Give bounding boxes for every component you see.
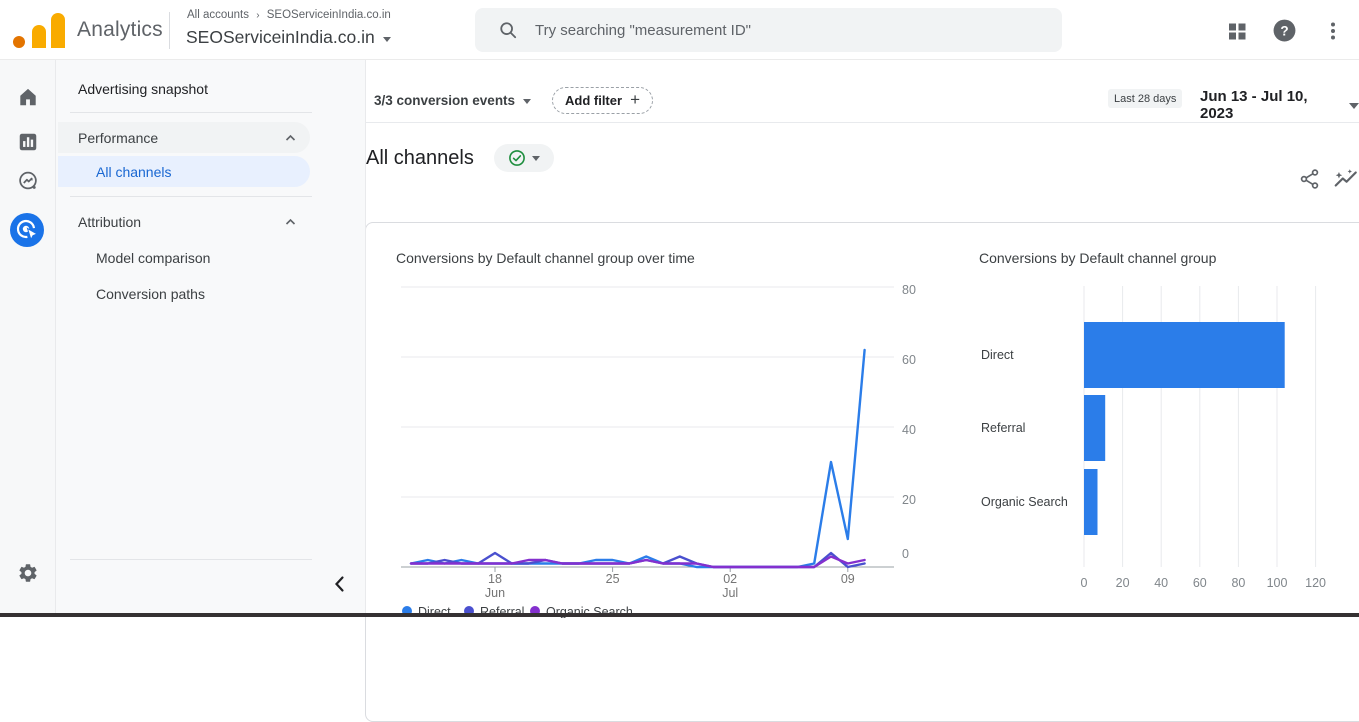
breadcrumb-separator-icon: › [256, 10, 260, 21]
svg-text:Jun: Jun [485, 586, 505, 600]
svg-text:80: 80 [902, 283, 916, 297]
chevron-down-icon [382, 36, 391, 42]
analytics-logo-icon [13, 36, 25, 48]
conversions-card: Conversions by Default channel group ove… [365, 222, 1359, 722]
icon-rail [0, 60, 56, 613]
advertising-nav-panel: Advertising snapshot Performance All cha… [56, 60, 366, 613]
nav-section-performance[interactable]: Performance [58, 122, 310, 153]
page-title: All channels [366, 147, 474, 169]
check-circle-icon [509, 150, 525, 166]
bottom-edge-bar [0, 613, 1359, 617]
chevron-up-icon [285, 218, 296, 225]
help-icon[interactable]: ? [1272, 18, 1297, 43]
svg-text:18: 18 [488, 572, 502, 586]
plus-icon: + [630, 89, 640, 109]
nav-divider [70, 112, 312, 113]
svg-text:25: 25 [606, 572, 620, 586]
settings-gear-icon[interactable] [17, 562, 39, 584]
date-range-badge: Last 28 days [1108, 89, 1183, 108]
svg-text:0: 0 [902, 547, 909, 561]
filters-row: 3/3 conversion events Add filter + Last … [366, 60, 1359, 122]
svg-text:?: ? [1280, 24, 1288, 39]
add-filter-button[interactable]: Add filter + [552, 87, 653, 114]
title-row: All channels [366, 144, 1359, 189]
advertising-target-icon [16, 219, 39, 241]
main-content: 3/3 conversion events Add filter + Last … [365, 60, 1359, 722]
analytics-logo-icon [32, 25, 46, 48]
svg-text:02: 02 [723, 572, 737, 586]
svg-text:Jul: Jul [722, 586, 738, 600]
breadcrumb[interactable]: All accounts › SEOServiceinIndia.co.in [187, 9, 391, 21]
chevron-down-icon [532, 156, 540, 161]
svg-text:80: 80 [1231, 576, 1245, 590]
reports-icon[interactable] [17, 131, 39, 153]
app-header: Analytics All accounts › SEOServiceinInd… [0, 0, 1359, 60]
svg-text:Organic Search: Organic Search [981, 495, 1068, 509]
svg-text:0: 0 [1081, 576, 1088, 590]
collapse-sidebar-icon[interactable] [330, 574, 350, 594]
property-switcher[interactable]: SEOServiceinIndia.co.in [186, 27, 391, 48]
svg-text:60: 60 [902, 353, 916, 367]
search-bar[interactable] [475, 8, 1062, 52]
nav-divider [70, 196, 312, 197]
insights-icon[interactable] [1333, 166, 1359, 192]
line-chart-title: Conversions by Default channel group ove… [396, 250, 695, 266]
nav-section-attribution[interactable]: Attribution [58, 206, 310, 237]
date-range-picker[interactable]: Jun 13 - Jul 10, 2023 [1200, 88, 1359, 122]
search-input[interactable] [535, 21, 1015, 39]
chevron-down-icon [523, 99, 532, 104]
search-icon [500, 22, 517, 39]
svg-text:40: 40 [1154, 576, 1168, 590]
apps-grid-icon[interactable] [1226, 20, 1248, 42]
bar-chart: 0 20 40 60 80 100 120 Direct Referral Organic Sea… [981, 286, 1326, 590]
analytics-logo-icon [51, 13, 65, 48]
chevron-down-icon [1349, 103, 1359, 109]
property-name: SEOServiceinIndia.co.in [186, 27, 375, 47]
svg-text:40: 40 [902, 423, 916, 437]
svg-text:20: 20 [1116, 576, 1130, 590]
svg-text:20: 20 [902, 493, 916, 507]
nav-divider [70, 559, 312, 560]
explore-icon[interactable] [17, 170, 39, 192]
nav-item-model-comparison[interactable]: Model comparison [96, 249, 211, 266]
product-name: Analytics [77, 18, 163, 41]
conversion-events-dropdown[interactable]: 3/3 conversion events [374, 93, 532, 108]
header-divider [169, 12, 170, 49]
chevron-up-icon [285, 134, 296, 141]
svg-text:60: 60 [1193, 576, 1207, 590]
svg-text:100: 100 [1267, 576, 1288, 590]
divider [366, 122, 1359, 123]
more-vert-icon[interactable] [1322, 20, 1344, 42]
nav-item-advertising-snapshot[interactable]: Advertising snapshot [78, 81, 208, 97]
share-icon[interactable] [1299, 168, 1321, 190]
svg-text:Referral: Referral [981, 421, 1025, 435]
home-icon[interactable] [17, 86, 39, 108]
svg-text:09: 09 [841, 572, 855, 586]
nav-item-conversion-paths[interactable]: Conversion paths [96, 285, 205, 302]
svg-text:Direct: Direct [981, 348, 1014, 362]
svg-text:120: 120 [1305, 576, 1326, 590]
advertising-icon-active[interactable] [10, 213, 44, 247]
bar-chart-title: Conversions by Default channel group [979, 250, 1217, 266]
channel-status-dropdown[interactable] [494, 144, 554, 172]
nav-item-all-channels[interactable]: All channels [58, 156, 310, 187]
